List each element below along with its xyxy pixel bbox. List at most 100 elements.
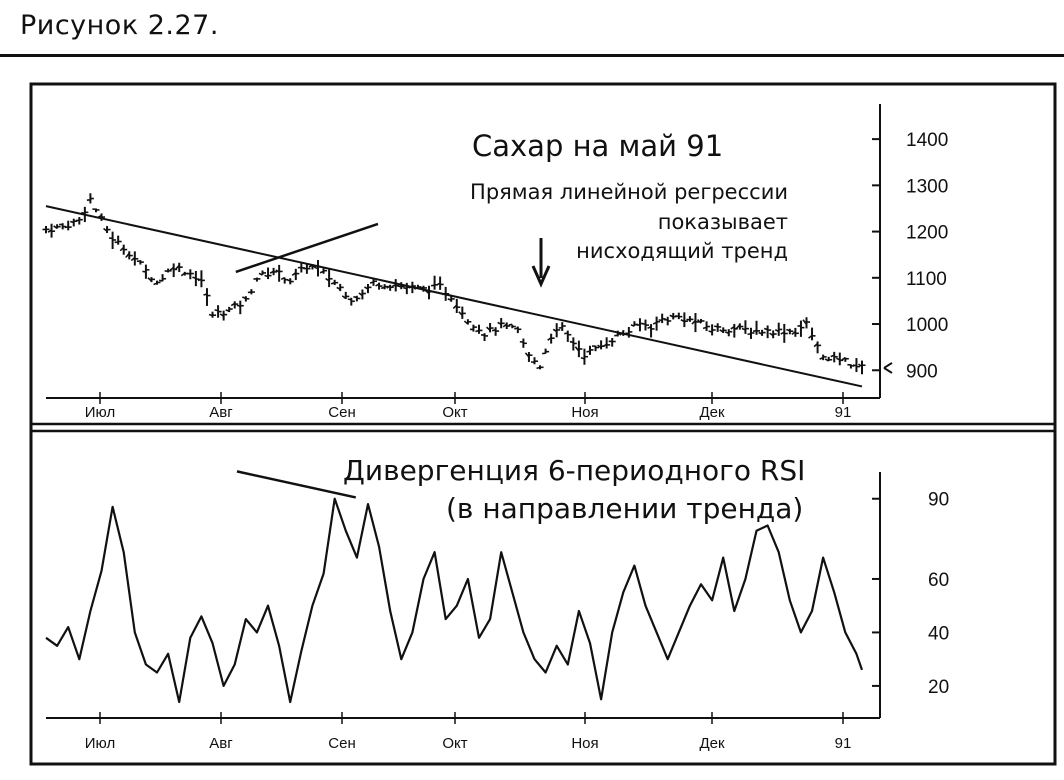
price-bar-open [275,269,280,273]
regression-line [45,205,863,388]
price-bar [858,360,866,375]
price-bar [502,322,511,330]
price-bar-open [630,324,635,327]
price-bar [491,327,500,336]
price-bar-open [808,334,813,339]
price-bar-open [774,329,780,333]
price-bar-open [280,276,286,281]
price-bar-open [341,295,347,299]
price-bar [130,251,139,266]
price-bar [763,325,772,339]
price-bar-open [752,329,757,333]
price-bar [481,333,489,341]
price-bar-open [830,354,835,358]
price-bar-open [725,331,730,334]
price-bar-open [758,331,763,335]
annotation-line-1: Прямая линейной регрессии [470,180,788,204]
price-bar-open [197,278,202,282]
annotation-line-2: показывает [658,210,788,234]
price-bar-open [103,227,108,232]
price-bar [86,193,94,204]
price-bar-open [325,277,330,282]
price-bar [497,318,505,329]
price-bar-open [386,285,391,289]
price-bar [258,270,266,276]
price-bar [103,226,111,233]
price-bar [541,348,550,355]
price-bar [47,223,56,238]
price-bar [64,220,72,231]
price-y-tick-label: 1200 [906,223,948,244]
price-bar-open [81,211,86,215]
price-bar [164,268,172,273]
price-bar-open [192,276,197,280]
price-bar-open [70,220,74,224]
price-bar-open [463,320,469,325]
price-bar [608,337,616,347]
price-bar [225,306,233,313]
price-y-tick-label: 1400 [906,130,948,151]
price-bar [158,274,167,282]
price-bar-open [675,314,679,318]
price-bar [852,358,860,373]
price-bar [758,329,766,336]
rsi-panel: 20 40 60 90 Июл Авг Сен Окт Ноя Дек 91 [45,470,949,752]
price-bar-open [564,332,568,335]
rsi-chart-title: Дивергенция 6-периодного RSI [343,454,805,487]
price-month-label: 91 [835,404,852,421]
rsi-month-label: Июл [85,735,115,752]
price-bar-open [813,342,819,348]
price-bar-open [552,328,558,333]
price-month-label: Авг [209,404,233,421]
price-chart-title: Сахар на май 91 [472,129,723,163]
price-bar [469,324,477,332]
price-bar-open [142,270,147,273]
price-bar-open [835,357,841,361]
price-bar [358,289,366,300]
price-bar-open [375,283,380,287]
price-bar [702,321,711,332]
price-bar [303,263,311,274]
price-month-label: Дек [699,404,725,421]
rsi-y-tick-label: 20 [928,677,949,698]
rsi-month-label: Авг [209,735,233,752]
price-bar [652,316,661,331]
price-bar-open [597,344,602,349]
price-bar-open [269,270,274,274]
price-bar-open [514,327,519,330]
price-bar [364,284,372,294]
price-bar-open [569,340,574,344]
price-bar [752,320,761,335]
price-bar [347,297,355,306]
price-bar-open [547,337,552,341]
price-bar-open [536,366,541,370]
price-bar [797,320,805,337]
price-bar [664,316,672,326]
price-bar [714,323,722,332]
price-bar [802,317,810,329]
price-bar-open [735,324,741,330]
price-bar [691,313,699,333]
price-bar [397,282,405,290]
price-bar-open [714,325,718,328]
last-price-pointer [883,362,893,374]
rsi-month-label: 91 [835,735,852,752]
price-bar-open [696,319,702,324]
price-bar [719,327,727,334]
price-bar-open [53,225,58,229]
price-bar [774,322,783,336]
price-bar-open [508,323,513,326]
price-bar-open [180,272,186,277]
price-bar [330,279,339,286]
price-bar [192,271,200,287]
price-bar [769,330,777,339]
price-bar [524,352,533,362]
trend-marker-line [235,222,379,274]
price-month-label: Сен [328,404,355,421]
rsi-month-label: Окт [442,735,467,752]
price-bar [835,352,844,366]
price-bar-open [219,313,225,317]
price-bar [219,310,228,321]
figure-caption: Рисунок 2.27. [20,10,219,41]
annotation-line-3: нисходящий тренд [576,239,788,263]
